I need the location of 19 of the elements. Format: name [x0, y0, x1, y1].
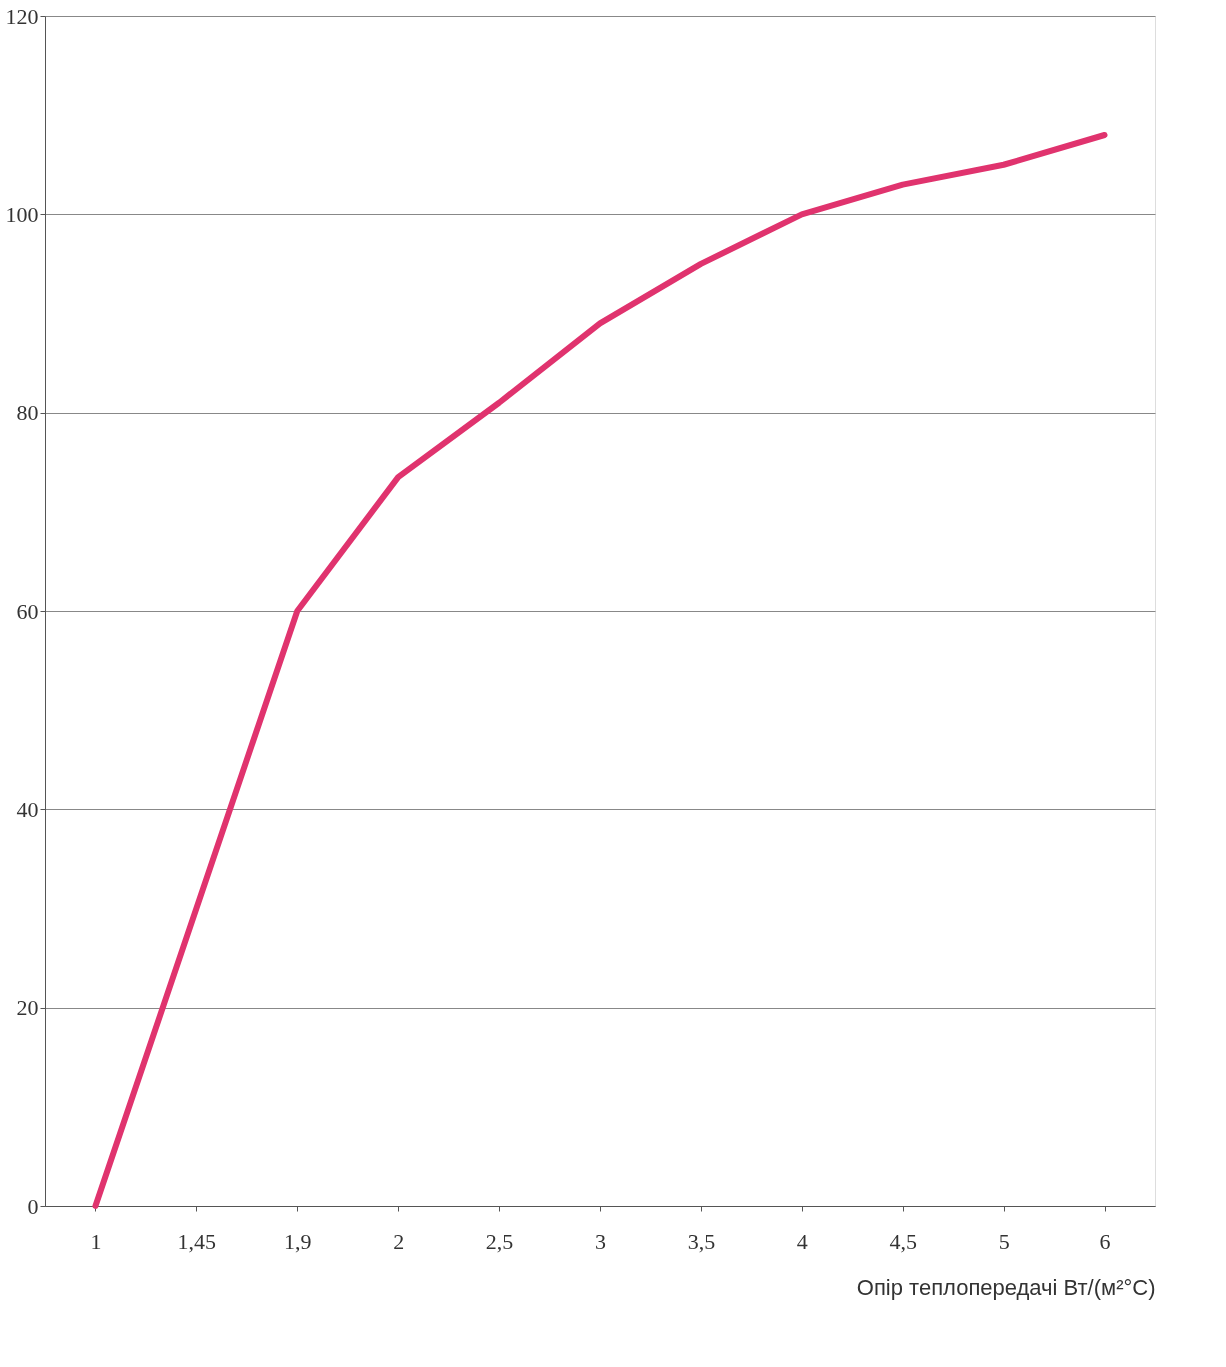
x-tick-label: 4,5 — [889, 1228, 917, 1254]
x-tick-label: 1,45 — [177, 1228, 217, 1254]
y-tick-label: 40 — [16, 796, 39, 822]
x-axis-title: Опір теплопередачі Вт/(м²°С) — [856, 1274, 1156, 1300]
y-tick-label: 0 — [27, 1193, 39, 1219]
x-tick-label: 1,9 — [284, 1228, 312, 1254]
x-tick-label: 1 — [90, 1228, 102, 1254]
x-tick-label: 6 — [1099, 1228, 1111, 1254]
y-tick-label: 80 — [16, 400, 39, 426]
x-tick-label: 5 — [998, 1228, 1010, 1254]
y-tick-label: 120 — [5, 3, 39, 29]
y-tick-label: 100 — [5, 201, 39, 227]
x-tick-label: 3 — [595, 1228, 606, 1254]
x-tick-label: 3,5 — [687, 1228, 716, 1254]
y-tick-label: 20 — [16, 995, 39, 1021]
x-tick-label: 4 — [796, 1228, 808, 1254]
x-tick-label: 2 — [393, 1228, 405, 1254]
x-tick-label: 2,5 — [485, 1228, 514, 1254]
y-tick-label: 60 — [16, 598, 39, 624]
